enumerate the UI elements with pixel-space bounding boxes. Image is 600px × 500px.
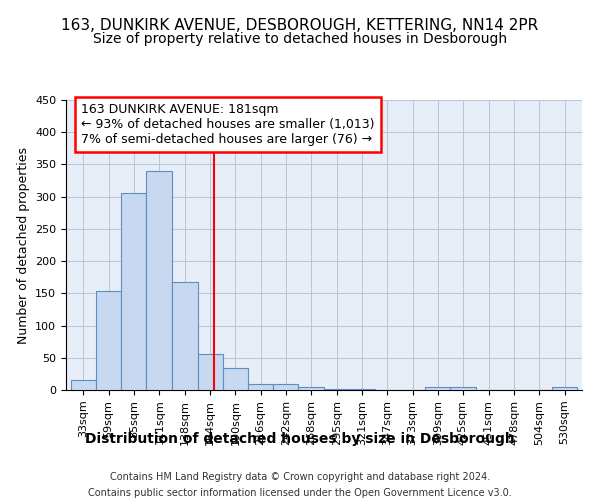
Bar	[325, 388, 350, 390]
Bar	[146, 171, 172, 390]
Text: Contains public sector information licensed under the Open Government Licence v3: Contains public sector information licen…	[88, 488, 512, 498]
Text: Contains HM Land Registry data © Crown copyright and database right 2024.: Contains HM Land Registry data © Crown c…	[110, 472, 490, 482]
Y-axis label: Number of detached properties: Number of detached properties	[17, 146, 29, 344]
Bar	[197, 354, 223, 390]
Bar	[425, 388, 451, 390]
Bar	[248, 384, 273, 390]
Bar	[172, 282, 197, 390]
Text: 163, DUNKIRK AVENUE, DESBOROUGH, KETTERING, NN14 2PR: 163, DUNKIRK AVENUE, DESBOROUGH, KETTERI…	[61, 18, 539, 32]
Bar	[96, 292, 121, 390]
Bar	[71, 380, 96, 390]
Bar	[552, 387, 577, 390]
Bar	[451, 388, 476, 390]
Bar	[223, 368, 248, 390]
Bar	[273, 384, 298, 390]
Text: Size of property relative to detached houses in Desborough: Size of property relative to detached ho…	[93, 32, 507, 46]
Text: Distribution of detached houses by size in Desborough: Distribution of detached houses by size …	[85, 432, 515, 446]
Text: 163 DUNKIRK AVENUE: 181sqm
← 93% of detached houses are smaller (1,013)
7% of se: 163 DUNKIRK AVENUE: 181sqm ← 93% of deta…	[82, 103, 375, 146]
Bar	[121, 194, 146, 390]
Bar	[298, 387, 325, 390]
